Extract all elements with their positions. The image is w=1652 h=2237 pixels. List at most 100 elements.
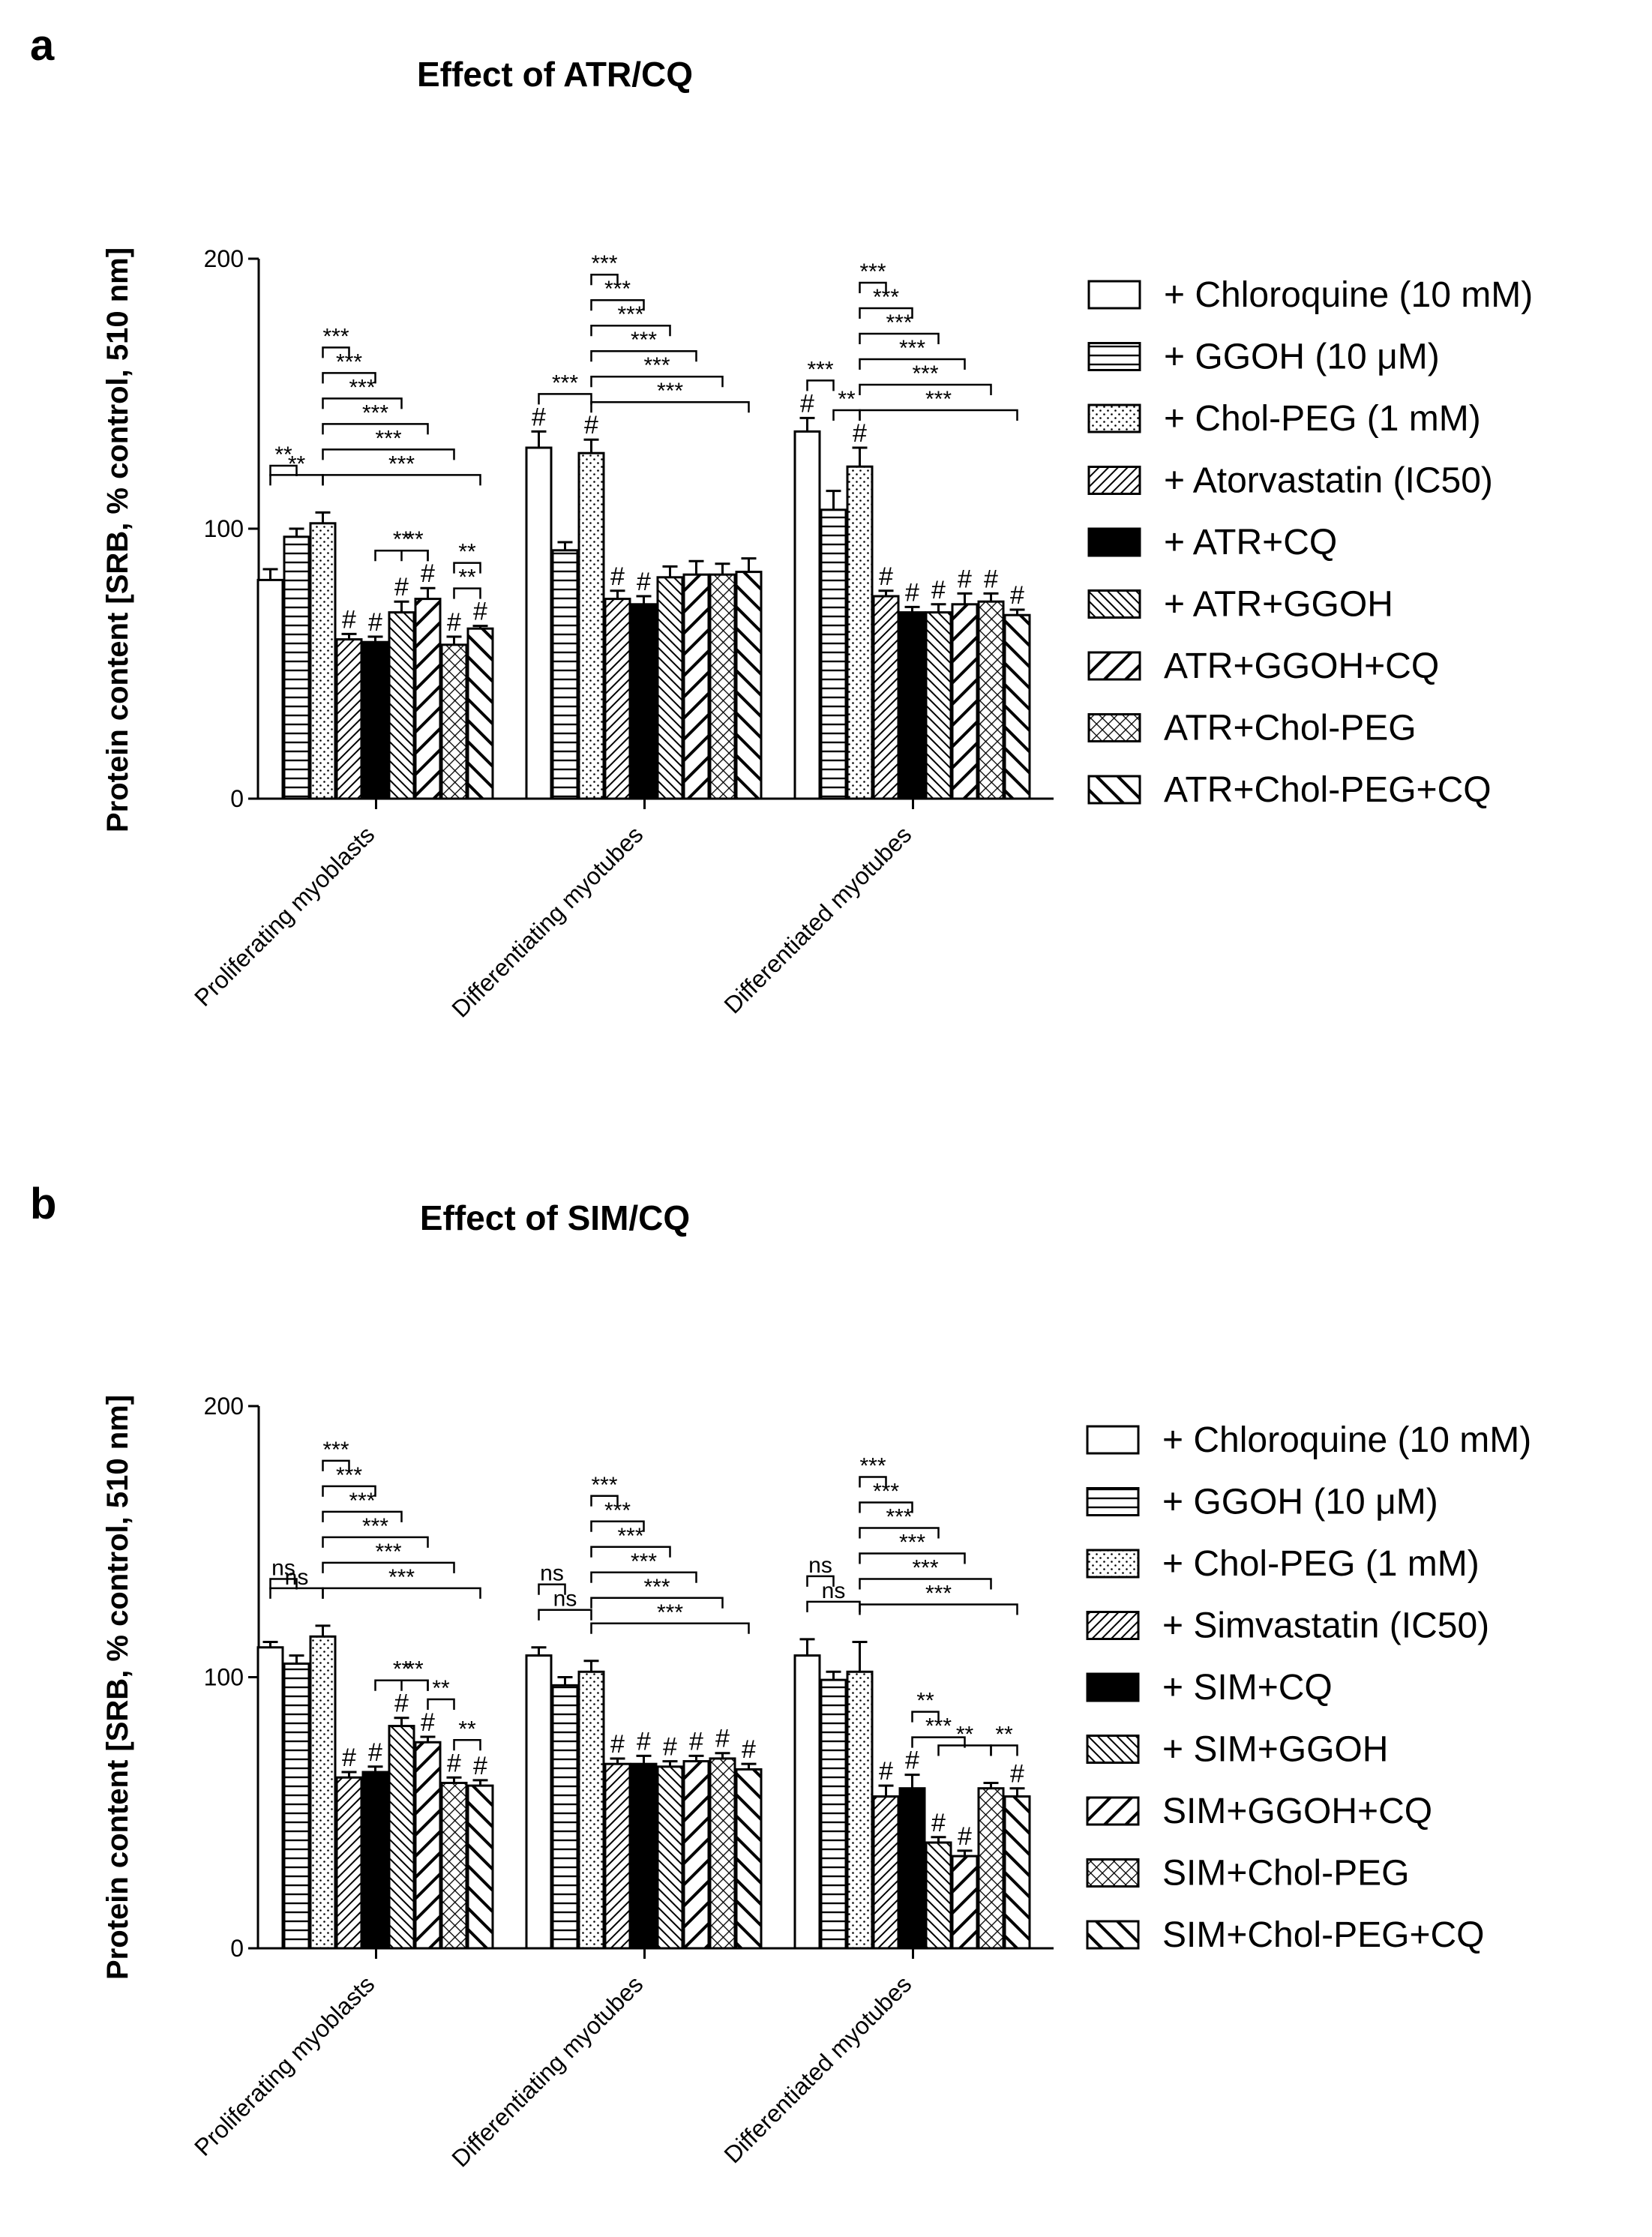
significance-label: *** <box>886 310 912 335</box>
significance-bracket <box>453 562 481 574</box>
bar <box>414 1741 442 1950</box>
significance-bracket <box>806 1600 861 1612</box>
significance-bracket <box>322 372 376 384</box>
significance-bracket <box>269 1578 298 1590</box>
significance-mark: # <box>984 565 998 593</box>
legend-swatch <box>1087 713 1141 742</box>
significance-bracket <box>590 1520 645 1532</box>
significance-label: ns <box>271 1556 295 1581</box>
significance-label: *** <box>631 328 657 352</box>
bar <box>682 1760 710 1950</box>
bar <box>577 1670 605 1950</box>
significance-bracket <box>322 1536 429 1548</box>
bar <box>793 430 821 800</box>
significance-bracket <box>590 400 750 413</box>
significance-mark: # <box>931 1809 946 1837</box>
legend-swatch <box>1086 1796 1140 1826</box>
significance-bracket <box>806 379 835 391</box>
significance-mark: # <box>879 1757 893 1786</box>
legend-swatch <box>1086 1487 1140 1516</box>
legend-label: ATR+GGOH+CQ <box>1164 646 1439 686</box>
bar <box>709 573 736 800</box>
significance-mark: # <box>342 605 356 634</box>
bar <box>388 1725 415 1950</box>
bar <box>951 1855 979 1950</box>
significance-bracket <box>322 1459 350 1471</box>
y-tick-label: 200 <box>204 245 244 272</box>
significance-mark: # <box>610 562 625 591</box>
significance-label: ** <box>393 527 411 552</box>
significance-mark: # <box>800 389 814 418</box>
bar <box>846 465 874 800</box>
legend-label: + Chloroquine (10 mM) <box>1162 1420 1531 1460</box>
significance-bracket <box>322 1510 403 1522</box>
significance-bracket <box>859 1527 940 1539</box>
legend-swatch <box>1086 1672 1140 1702</box>
significance-bracket <box>990 1744 1018 1756</box>
significance-bracket <box>590 349 697 362</box>
bar <box>414 598 442 800</box>
bar <box>604 598 631 800</box>
significance-bracket <box>400 1679 429 1691</box>
significance-mark: # <box>958 1822 972 1851</box>
legend-swatch <box>1086 1858 1140 1888</box>
bar <box>709 1757 736 1950</box>
bar <box>656 576 684 800</box>
significance-mark: # <box>421 1708 435 1737</box>
significance-label: *** <box>886 1505 912 1530</box>
x-tick-label: Differentiated myotubes <box>718 820 916 1018</box>
significance-bracket <box>859 1501 913 1513</box>
significance-mark: # <box>610 1730 625 1759</box>
bar <box>256 1646 284 1950</box>
significance-mark: # <box>394 573 409 601</box>
bar <box>820 508 847 800</box>
legend-swatch <box>1087 342 1141 371</box>
bar <box>630 1762 658 1950</box>
significance-label: ** <box>995 1722 1013 1747</box>
legend-a: + Chloroquine (10 mM) + GGOH (10 μM) + Cho… <box>1087 275 1533 810</box>
legend-b: + Chloroquine (10 mM) + GGOH (10 μM) + Cho… <box>1086 1420 1531 1955</box>
significance-label: *** <box>657 379 683 403</box>
significance-label: *** <box>362 1514 388 1539</box>
significance-mark: # <box>421 559 435 588</box>
significance-mark: # <box>905 1747 919 1775</box>
significance-mark: # <box>637 1727 651 1756</box>
significance-bracket <box>859 1476 887 1488</box>
legend-swatch <box>1086 1425 1140 1455</box>
significance-mark: # <box>368 1738 382 1767</box>
legend-label: + ATR+CQ <box>1164 523 1337 562</box>
significance-bracket <box>538 1609 592 1621</box>
significance-label: ** <box>406 1657 424 1682</box>
legend-swatch <box>1087 466 1141 495</box>
bar <box>656 1765 684 1950</box>
legend-swatch <box>1086 1549 1140 1579</box>
bar <box>925 1841 952 1950</box>
significance-label: ns <box>540 1561 564 1586</box>
bar <box>335 1776 363 1950</box>
significance-mark: # <box>931 576 946 604</box>
legend-label: + Atorvastatin (IC50) <box>1164 461 1493 501</box>
significance-label: *** <box>643 353 670 378</box>
bar <box>309 522 337 800</box>
y-tick-label: 0 <box>230 1935 244 1962</box>
significance-bracket <box>590 1571 697 1583</box>
significance-label: *** <box>925 1582 952 1606</box>
bar <box>872 1795 900 1950</box>
significance-label: *** <box>552 370 578 395</box>
plot-area-b: 0 100 200 Proliferating myoblasts Differenti… <box>189 1393 1054 2173</box>
significance-bracket <box>322 474 481 486</box>
legend-label: SIM+Chol-PEG+CQ <box>1162 1915 1484 1955</box>
legend-label: + Chol-PEG (1 mM) <box>1162 1544 1480 1584</box>
significance-bracket <box>322 1561 455 1573</box>
panel-label-b: b <box>30 1180 56 1228</box>
y-tick-label: 200 <box>204 1393 244 1420</box>
significance-bracket <box>322 1587 481 1599</box>
bar <box>361 640 389 800</box>
significance-label: *** <box>643 1575 670 1600</box>
significance-mark: # <box>473 1752 487 1780</box>
bar <box>793 1654 821 1950</box>
significance-label: ** <box>274 442 292 467</box>
significance-bracket <box>427 1698 455 1711</box>
legend-label: + Chol-PEG (1 mM) <box>1164 399 1481 439</box>
bar <box>977 600 1005 800</box>
